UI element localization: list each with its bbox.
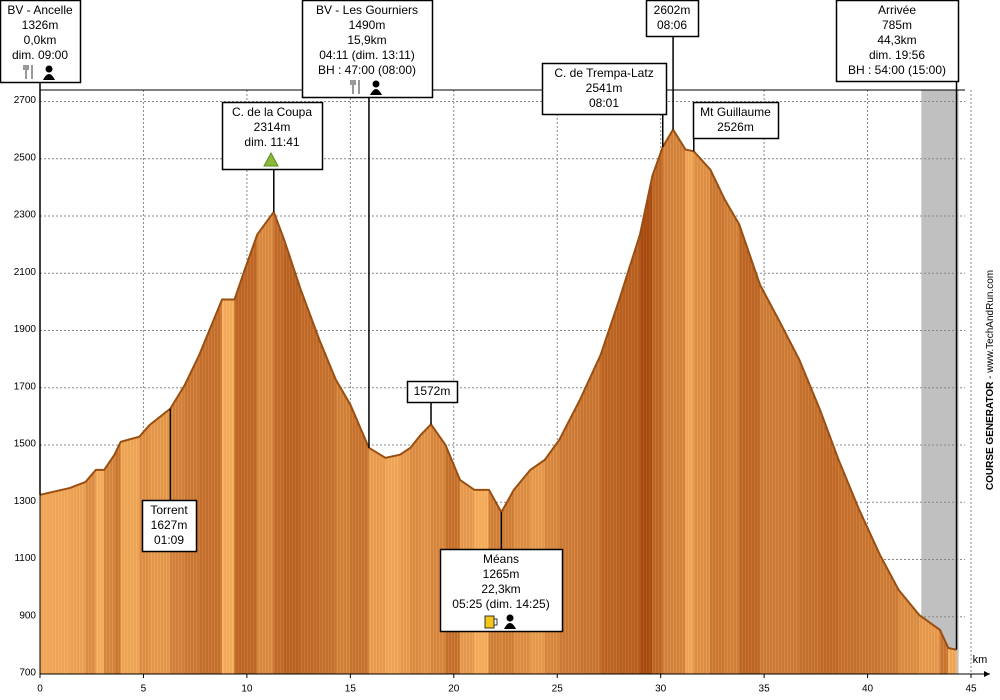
icon-peak xyxy=(263,151,279,167)
icon-beer xyxy=(484,615,495,629)
area-segment xyxy=(95,469,105,675)
icon-person xyxy=(504,623,516,629)
y-tick-label: 2100 xyxy=(14,267,37,278)
annotation-box xyxy=(835,0,960,83)
annotation-text: 15,9km xyxy=(347,33,386,47)
annotation-text: 44,3km xyxy=(877,33,916,47)
annotation-text: 1627m xyxy=(151,518,188,532)
y-tick-label: 1700 xyxy=(14,381,37,392)
annotation-text: C. de la Coupa xyxy=(232,105,312,119)
credit-bold: COURSE GENERATOR xyxy=(985,381,996,490)
icon-person xyxy=(370,89,382,95)
icon-fork xyxy=(350,80,360,94)
annotation-text: 0,0km xyxy=(24,33,57,47)
annotation-box xyxy=(141,499,198,553)
annotation-text: C. de Trempa-Latz xyxy=(554,66,653,80)
annotation-text: 1265m xyxy=(483,567,520,581)
annotation-text: 2314m xyxy=(254,120,291,134)
area-segment xyxy=(819,409,839,675)
annotation-text: Torrent xyxy=(150,503,188,517)
annotation-text: Arrivée xyxy=(878,3,916,17)
area-segment xyxy=(759,284,779,675)
x-tick-label: 40 xyxy=(862,684,874,695)
annotation-box xyxy=(541,62,668,116)
y-tick-label: 1900 xyxy=(14,324,37,335)
area-segment xyxy=(947,647,957,675)
annotation-text: 2541m xyxy=(586,81,623,95)
x-tick-label: 5 xyxy=(141,684,147,695)
y-tick-label: 2700 xyxy=(14,95,37,106)
annotation-text: dim. 19:56 xyxy=(869,48,925,62)
y-tick-label: 700 xyxy=(19,668,36,679)
y-tick-label: 1100 xyxy=(14,553,36,564)
shaded-range xyxy=(921,90,959,674)
area-segment xyxy=(368,447,386,675)
x-tick-label: 20 xyxy=(448,684,460,695)
annotation-text: 05:25 (dim. 14:25) xyxy=(452,597,549,611)
annotation-box xyxy=(692,101,780,140)
area-segment xyxy=(283,239,301,675)
icon-person xyxy=(43,74,55,80)
x-tick-label: 30 xyxy=(655,684,667,695)
y-tick-label: 1300 xyxy=(14,496,37,507)
annotation-text: Méans xyxy=(483,552,519,566)
annotation-text: 2602m xyxy=(654,3,691,17)
annotation-box xyxy=(406,380,459,404)
x-tick-label: 25 xyxy=(552,684,564,695)
y-tick-label: 2300 xyxy=(14,210,37,221)
icon-person xyxy=(506,614,514,622)
annotation-box xyxy=(645,0,700,38)
area-segment xyxy=(39,487,71,675)
y-tick-label: 900 xyxy=(19,610,36,621)
icon-person xyxy=(372,80,380,88)
x-axis-label: km xyxy=(973,654,988,666)
annotation-text: BH : 54:00 (15:00) xyxy=(848,63,946,77)
annotation-text: 1326m xyxy=(22,18,59,32)
icon-fork xyxy=(23,65,33,79)
credit-text: - www.TechAndRun.com xyxy=(985,270,996,382)
annotation-text: 1572m xyxy=(414,384,451,398)
x-tick-label: 35 xyxy=(759,684,771,695)
area-segment xyxy=(410,434,421,675)
annotation-text: 08:06 xyxy=(657,18,687,32)
y-tick-label: 1500 xyxy=(14,439,37,450)
profile-line xyxy=(39,127,957,651)
annotation-box xyxy=(0,0,82,84)
annotation-text: 04:11 (dim. 13:11) xyxy=(319,48,415,62)
x-axis-arrow xyxy=(984,671,990,677)
x-tick-label: 15 xyxy=(345,684,357,695)
annotation-text: 2526m xyxy=(717,120,754,134)
annotation-text: 22,3km xyxy=(481,582,520,596)
y-tick-label: 2500 xyxy=(14,152,37,163)
annotation-text: BV - Les Gourniers xyxy=(316,3,418,17)
area-segment xyxy=(256,211,275,675)
annotation-text: dim. 11:41 xyxy=(244,135,299,149)
annotation-text: BH : 47:00 (08:00) xyxy=(318,63,416,77)
x-tick-label: 0 xyxy=(37,684,43,695)
annotation-text: Mt Guillaume xyxy=(700,105,771,119)
icon-beer xyxy=(494,618,498,626)
annotation-text: 785m xyxy=(882,18,912,32)
annotation-text: BV - Ancelle xyxy=(7,3,73,17)
annotation-box xyxy=(439,548,564,633)
annotation-text: 08:01 xyxy=(589,96,619,110)
x-tick-label: 45 xyxy=(965,684,977,695)
area-segment xyxy=(579,354,601,675)
x-tick-label: 10 xyxy=(241,684,253,695)
annotation-box xyxy=(301,0,434,99)
area-segment xyxy=(103,453,115,675)
credit: COURSE GENERATOR - www.TechAndRun.com xyxy=(985,270,996,490)
annotation-text: dim. 09:00 xyxy=(12,48,68,62)
annotation-text: 1490m xyxy=(349,18,386,32)
icon-person xyxy=(45,65,53,73)
annotation-text: 01:09 xyxy=(154,533,184,547)
